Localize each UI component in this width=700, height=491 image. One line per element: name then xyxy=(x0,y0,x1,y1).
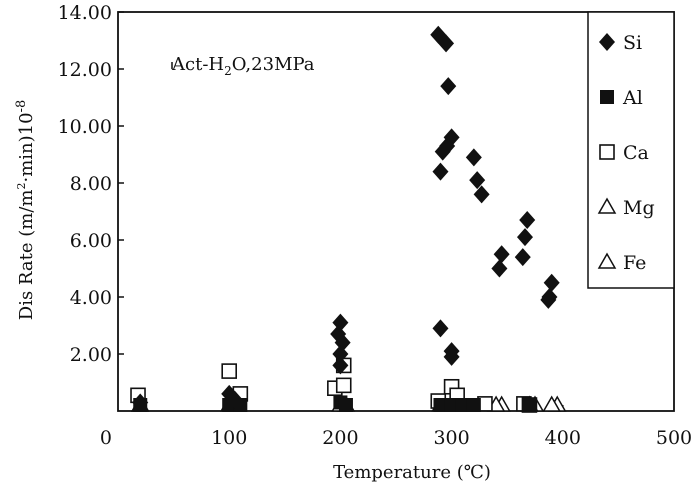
point-si xyxy=(465,148,482,167)
legend-marker-al xyxy=(600,90,614,104)
legend-items: Si Al Ca Mg Fe xyxy=(597,32,655,274)
point-mg xyxy=(542,395,561,412)
point-si xyxy=(443,347,460,366)
series-si xyxy=(132,25,560,412)
point-si xyxy=(432,162,449,181)
legend-label: Mg xyxy=(623,197,655,219)
point-si xyxy=(540,290,557,309)
point-al xyxy=(338,398,353,412)
point-si xyxy=(469,171,486,190)
legend-marker-si xyxy=(599,33,615,51)
point-si xyxy=(543,273,560,292)
legend-item-fe: Fe xyxy=(597,252,646,274)
point-al xyxy=(455,398,470,412)
point-si xyxy=(514,248,531,267)
point-si xyxy=(332,356,349,375)
y-tick-label: 12.00 xyxy=(58,59,112,81)
y-tick-label: 6.00 xyxy=(70,230,112,252)
point-al xyxy=(433,398,448,412)
legend-item-mg: Mg xyxy=(597,197,655,219)
point-si xyxy=(473,185,490,204)
y-tick-label: 4.00 xyxy=(70,287,112,309)
point-si xyxy=(434,142,451,161)
point-ca xyxy=(335,377,352,394)
legend-item-ca: Ca xyxy=(599,142,649,164)
x-tick-label: 500 xyxy=(656,427,692,449)
x-axis-ticks: 0 100 200 300 400 500 xyxy=(100,405,692,449)
legend-marker-fe xyxy=(597,252,617,269)
point-ca xyxy=(221,363,237,379)
legend: Si Al Ca Mg Fe xyxy=(587,11,675,289)
y-axis-label: Dis Rate (m/m2·min)10-8 xyxy=(14,100,37,320)
point-si xyxy=(519,211,536,230)
legend-label: Si xyxy=(623,32,642,54)
data-points xyxy=(130,25,567,413)
x-tick-label: 100 xyxy=(211,427,247,449)
legend-label: Ca xyxy=(623,142,649,164)
point-al xyxy=(444,398,459,412)
point-si xyxy=(516,228,533,247)
x-tick-label: 400 xyxy=(545,427,581,449)
point-si xyxy=(491,259,508,278)
point-si xyxy=(432,319,449,338)
annotation-label: Act-H2O,23MPa xyxy=(171,54,315,78)
x-tick-label: 300 xyxy=(433,427,469,449)
y-tick-label: 10.00 xyxy=(58,116,112,138)
point-si xyxy=(332,345,349,363)
y-tick-label: 8.00 xyxy=(70,173,112,195)
point-si xyxy=(440,77,457,96)
legend-marker-mg xyxy=(597,197,617,214)
legend-label: Al xyxy=(622,87,643,109)
legend-item-al: Al xyxy=(600,87,643,109)
y-tick-label: 14.00 xyxy=(58,2,112,24)
point-si xyxy=(226,390,243,409)
x-tick-label: 200 xyxy=(322,427,358,449)
legend-marker-ca xyxy=(599,144,615,160)
legend-item-si: Si xyxy=(599,32,642,54)
legend-label: Fe xyxy=(623,252,646,274)
point-si xyxy=(132,393,149,412)
y-axis-ticks: 2.00 4.00 6.00 8.00 10.00 12.00 14.00 xyxy=(58,2,124,366)
x-axis-label: Temperature (℃) xyxy=(333,462,491,483)
point-al xyxy=(522,398,537,412)
y-tick-label: 2.00 xyxy=(70,344,112,366)
x-tick-label: 0 xyxy=(100,427,112,449)
point-al xyxy=(466,398,481,412)
point-si xyxy=(493,245,510,264)
point-si xyxy=(438,34,455,53)
